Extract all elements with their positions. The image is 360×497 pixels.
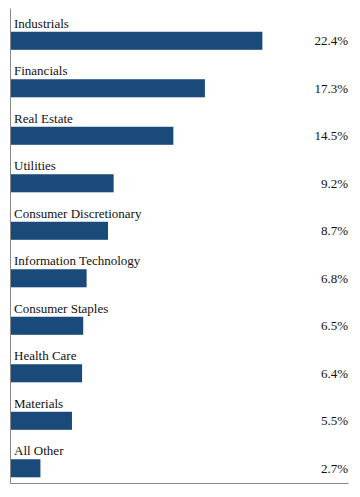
x-axis (11, 483, 349, 484)
bar (10, 32, 262, 50)
bar (10, 412, 72, 430)
category-label: Utilities (14, 158, 56, 173)
bar (10, 174, 114, 192)
bar (10, 269, 87, 287)
value-label: 2.7% (321, 461, 348, 476)
bar (10, 459, 40, 477)
chart: Industrials Financials Real Estate Utilitie… (0, 0, 360, 497)
category-label: Health Care (14, 348, 77, 363)
value-label: 8.7% (321, 223, 348, 238)
category-label: Consumer Staples (14, 301, 108, 316)
category-label: Consumer Discretionary (14, 206, 142, 221)
value-label: 17.3% (314, 81, 348, 96)
x-axis-line (11, 483, 349, 484)
plot: Industrials Financials Real Estate Utilitie… (10, 9, 349, 484)
labels: Industrials Financials Real Estate Utilitie… (14, 16, 348, 476)
bar (10, 364, 82, 382)
value-label: 22.4% (314, 33, 348, 48)
category-label: Financials (14, 63, 67, 78)
bars (10, 32, 262, 478)
category-label: Information Technology (14, 253, 141, 268)
value-label: 6.5% (321, 318, 348, 333)
value-label: 9.2% (321, 176, 348, 191)
baseline (10, 9, 11, 484)
category-label: Industrials (14, 16, 69, 31)
category-label: Real Estate (14, 111, 73, 126)
value-label: 5.5% (321, 413, 348, 428)
y-axis (10, 9, 11, 484)
value-label: 6.4% (321, 366, 348, 381)
category-label: Materials (14, 396, 63, 411)
value-label: 6.8% (321, 271, 348, 286)
category-label: All Other (14, 443, 64, 458)
bar (10, 317, 83, 335)
bar (10, 79, 205, 97)
bar (10, 222, 108, 240)
bar (10, 127, 173, 145)
value-label: 14.5% (314, 128, 348, 143)
